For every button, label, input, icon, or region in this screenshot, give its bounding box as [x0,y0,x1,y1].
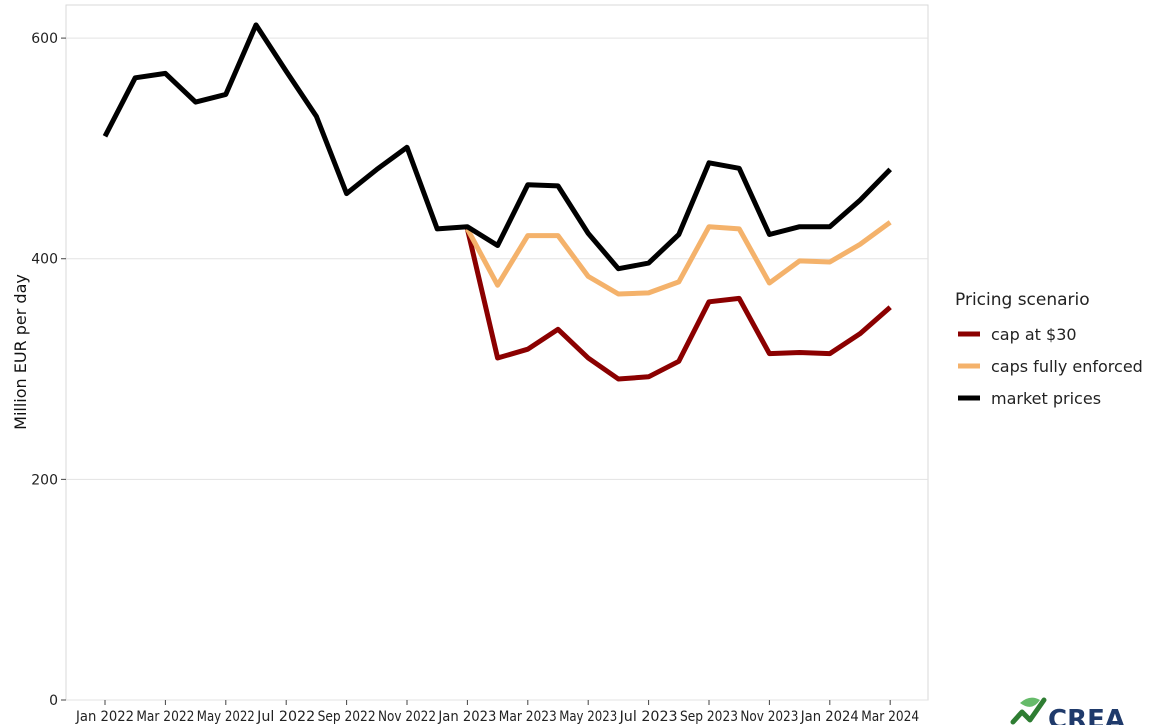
x-tick-label: Sep 2023 [680,709,738,725]
legend: Pricing scenario cap at $30 caps fully en… [955,290,1143,408]
x-tick-label: Jan 2023 [437,709,496,725]
legend-items: cap at $30 caps fully enforced market pric… [958,325,1143,408]
legend-label: cap at $30 [991,325,1077,344]
x-tick-label: Jan 2022 [75,709,134,725]
x-tick-label: Mar 2023 [499,709,557,725]
legend-title: Pricing scenario [955,290,1090,310]
x-tick-label: Mar 2022 [136,709,194,725]
y-axis-title: Million EUR per day [11,274,30,430]
series-line-market-prices [102,22,892,272]
logo-text: CREA [1048,705,1125,725]
x-axis: Jan 2022 Mar 2022 May 2022 Jul 2022 Sep 2022… [75,700,919,725]
x-tick-label: Nov 2022 [378,709,436,725]
series-lines [102,22,892,382]
y-tick-label: 0 [49,693,58,709]
gridlines [66,37,928,701]
y-tick-label: 200 [31,472,58,488]
x-tick-label: Jul 2022 [256,709,315,725]
x-tick-label: May 2023 [559,709,617,725]
x-tick-label: Mar 2024 [861,709,919,725]
y-tick-label: 600 [31,31,58,47]
leaf-check-icon [1010,697,1047,725]
series-line-caps-fully-enforced [465,220,892,297]
y-axis: 0 200 400 600 [31,31,66,709]
x-tick-label: Jul 2023 [619,709,678,725]
x-tick-label: Jan 2024 [800,709,859,725]
x-tick-label: Nov 2023 [740,709,798,725]
x-tick-label: May 2022 [197,709,255,725]
y-tick-label: 400 [31,252,58,268]
legend-label: caps fully enforced [991,357,1143,376]
logo: CREA [1010,697,1125,725]
series-line-cap-at-30 [464,228,892,382]
legend-label: market prices [991,389,1101,408]
x-tick-label: Sep 2022 [318,709,376,725]
